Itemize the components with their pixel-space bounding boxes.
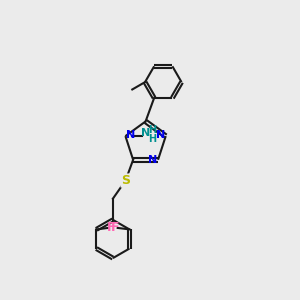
- Text: H: H: [148, 124, 157, 135]
- Text: H: H: [148, 134, 157, 144]
- Text: N: N: [126, 130, 135, 140]
- Text: N: N: [156, 130, 165, 140]
- Text: N: N: [148, 155, 158, 165]
- Text: S: S: [121, 174, 130, 187]
- Text: F: F: [107, 221, 115, 234]
- Text: N: N: [141, 128, 151, 138]
- Text: F: F: [110, 221, 119, 234]
